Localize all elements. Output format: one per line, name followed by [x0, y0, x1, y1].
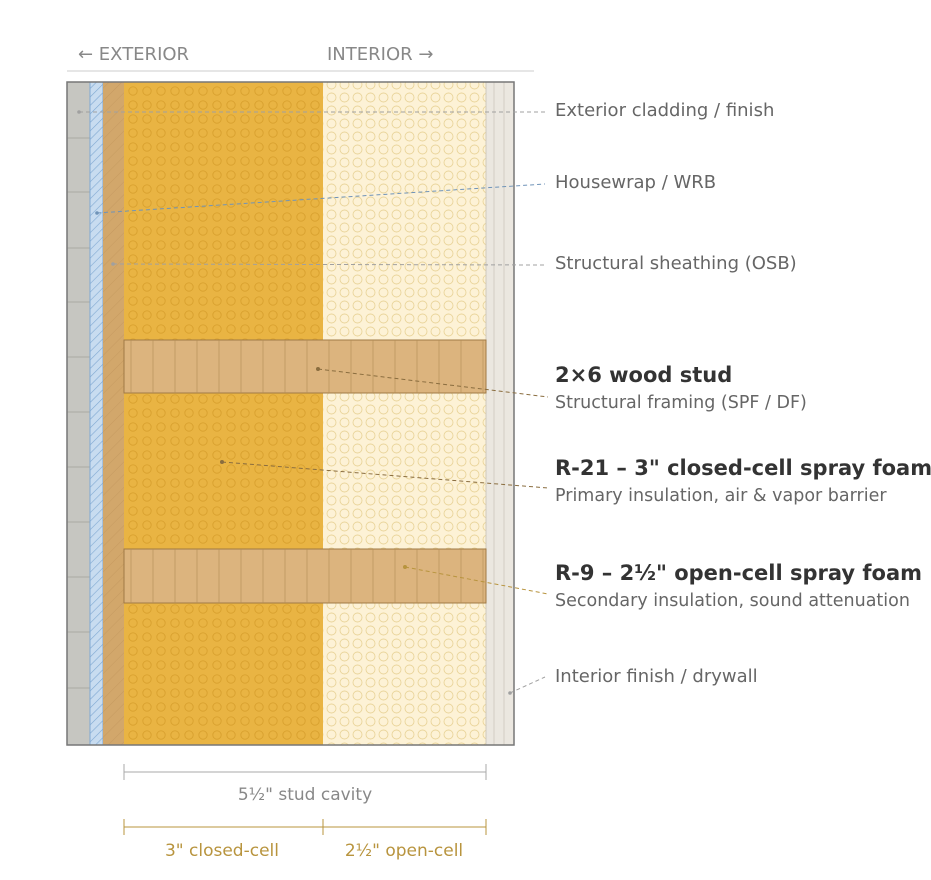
stud-callout: 2×6 wood stud Structural framing (SPF / …: [555, 363, 807, 413]
stud-callout-title: 2×6 wood stud: [555, 363, 733, 387]
stud-callout-subtitle: Structural framing (SPF / DF): [555, 393, 807, 413]
open-cell-foam-texture: [323, 82, 486, 745]
closed-cell-callout: R-21 – 3" closed-cell spray foam Primary…: [555, 456, 931, 506]
interior-label: INTERIOR →: [327, 44, 433, 65]
closed-cell-callout-title: R-21 – 3" closed-cell spray foam: [555, 456, 931, 480]
open-cell-callout: R-9 – 2½" open-cell spray foam Secondary…: [555, 561, 922, 611]
open-cell-callout-title: R-9 – 2½" open-cell spray foam: [555, 561, 923, 585]
housewrap-callout: Housewrap / WRB: [555, 172, 717, 193]
stud-cavity-label: 5½" stud cavity: [238, 785, 372, 805]
housewrap-hatch: [90, 82, 103, 745]
sheathing-callout: Structural sheathing (OSB): [555, 253, 797, 274]
closed-cell-dim-label: 3" closed-cell: [165, 841, 279, 861]
leader-open-cell: [404, 566, 549, 595]
leader-stud: [317, 368, 549, 398]
open-cell-dim-label: 2½" open-cell: [345, 841, 463, 861]
drywall-lines: [493, 82, 505, 745]
leader-sheathing: [112, 263, 546, 266]
wood-stud-lower-grain: [124, 549, 486, 603]
drywall-callout: Interior finish / drywall: [555, 666, 758, 687]
open-cell-callout-subtitle: Secondary insulation, sound attenuation: [555, 591, 910, 611]
leader-housewrap: [96, 183, 546, 214]
leader-drywall: [509, 676, 546, 694]
exterior-label: ← EXTERIOR: [78, 44, 189, 65]
leader-closed-cell: [221, 461, 549, 489]
foam-split-dimension: [123, 819, 487, 835]
cladding-callout: Exterior cladding / finish: [555, 100, 775, 121]
drywall-layer: [486, 82, 514, 745]
wood-stud-upper-grain: [124, 340, 486, 393]
wall-outline: [66, 81, 515, 746]
closed-cell-foam-texture: [124, 82, 323, 745]
leader-end-dots: [77, 110, 512, 695]
cladding-siding-lines: [67, 137, 90, 689]
closed-cell-callout-subtitle: Primary insulation, air & vapor barrier: [555, 486, 887, 506]
sheathing-hatch: [103, 82, 124, 745]
stud-cavity-dimension: [123, 764, 487, 780]
exterior-cladding-layer: [67, 82, 90, 745]
